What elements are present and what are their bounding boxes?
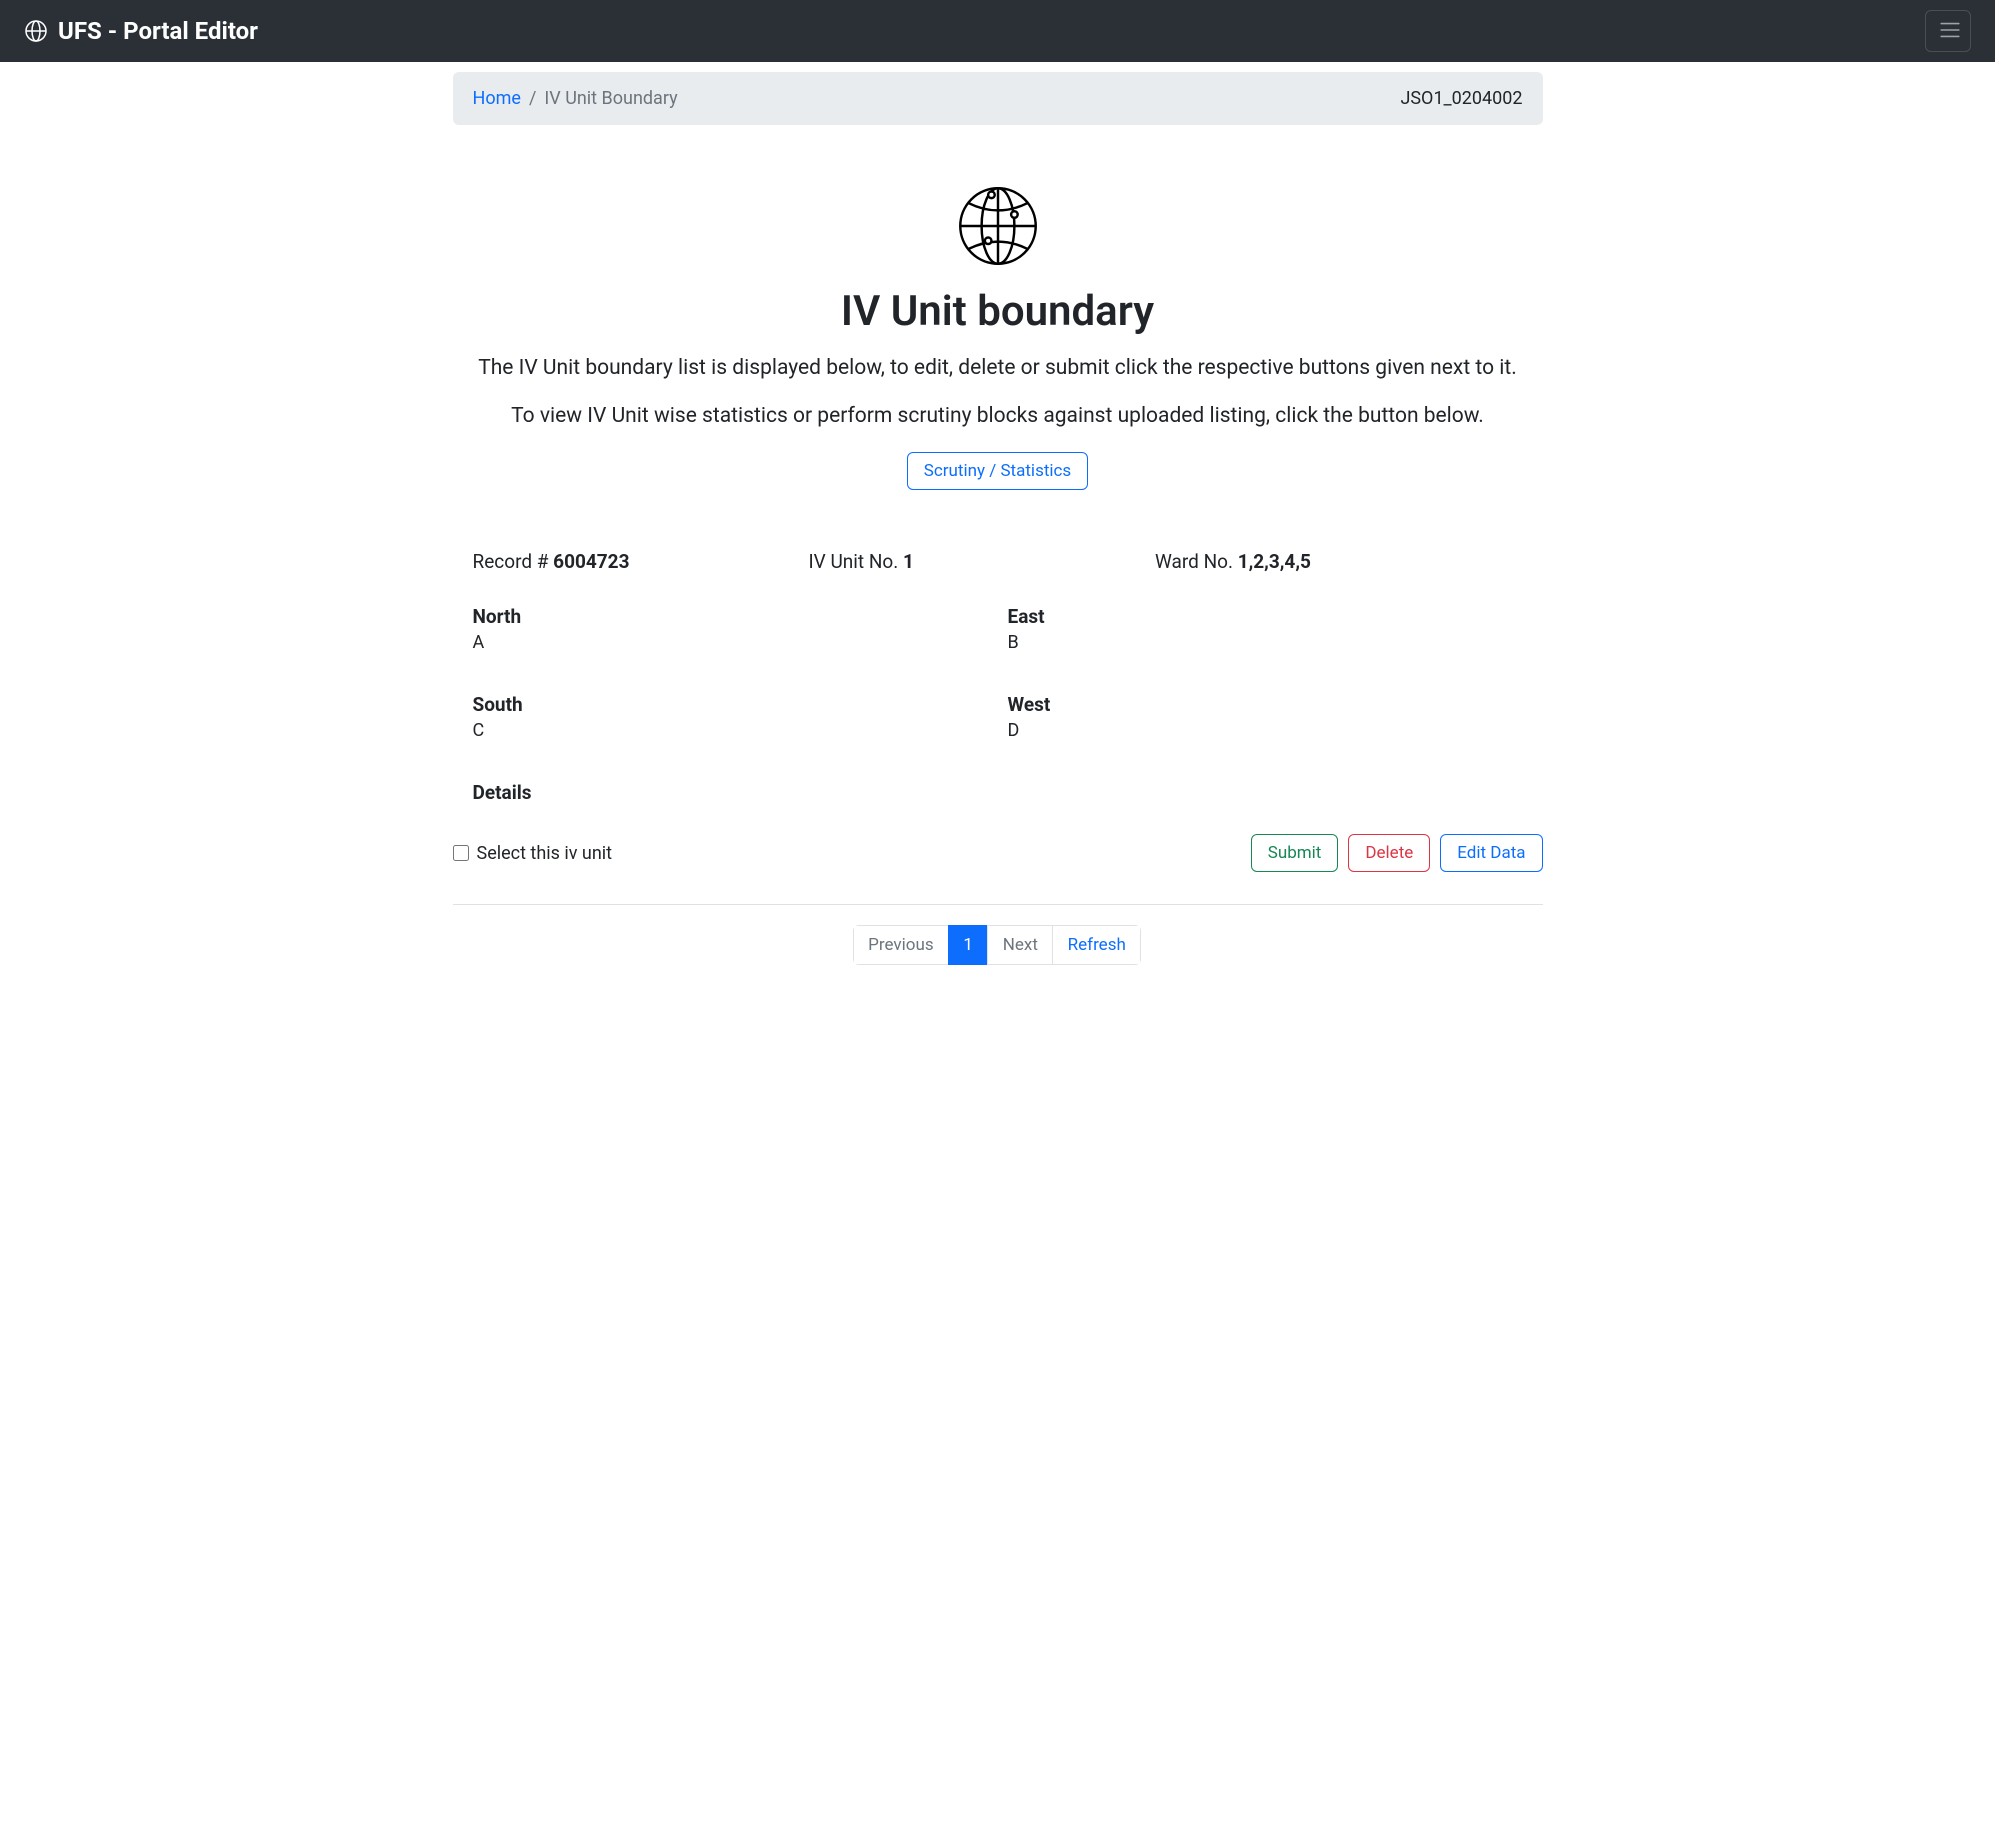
record-header-row: Record # 6004723 IV Unit No. 1 Ward No. … [473, 550, 1523, 573]
iv-unit-number: IV Unit No. 1 [809, 550, 1156, 573]
ward-value: 1,2,3,4,5 [1238, 550, 1311, 573]
scrutiny-statistics-button[interactable]: Scrutiny / Statistics [907, 452, 1088, 490]
boundary-west: West D [1008, 693, 1523, 741]
boundary-north: North A [473, 605, 988, 653]
ward-label: Ward No. [1155, 550, 1238, 573]
east-label: East [1008, 605, 1523, 628]
breadcrumb-code: JSO1_0204002 [1400, 88, 1522, 109]
south-label: South [473, 693, 988, 716]
boundary-grid: North A East B South C West D [473, 605, 1523, 741]
west-label: West [1008, 693, 1523, 716]
record-section: Record # 6004723 IV Unit No. 1 Ward No. … [453, 550, 1543, 892]
boundary-east: East B [1008, 605, 1523, 653]
navbar-brand[interactable]: UFS - Portal Editor [24, 17, 258, 45]
previous-link: Previous [854, 926, 948, 964]
page-1-link[interactable]: 1 [949, 926, 987, 964]
navbar: UFS - Portal Editor [0, 0, 1995, 62]
pagination-refresh[interactable]: Refresh [1052, 925, 1141, 965]
select-iv-unit-checkbox[interactable] [453, 845, 469, 861]
pagination: Previous 1 Next Refresh [453, 925, 1543, 965]
pagination-next: Next [987, 925, 1053, 965]
hero-description-2: To view IV Unit wise statistics or perfo… [0, 404, 1995, 428]
hamburger-icon [1938, 18, 1958, 38]
breadcrumb-bar: Home / IV Unit Boundary JSO1_0204002 [453, 72, 1543, 125]
iv-unit-label: IV Unit No. [809, 550, 903, 573]
select-iv-unit-label[interactable]: Select this iv unit [453, 843, 613, 864]
breadcrumb-separator: / [529, 88, 536, 109]
north-label: North [473, 605, 988, 628]
breadcrumb-home-link[interactable]: Home [473, 88, 521, 109]
south-value: C [473, 720, 988, 741]
action-buttons: Submit Delete Edit Data [1251, 834, 1543, 872]
breadcrumb: Home / IV Unit Boundary [473, 88, 678, 109]
record-number: Record # 6004723 [473, 550, 809, 573]
hero-description-1: The IV Unit boundary list is displayed b… [0, 356, 1995, 380]
actions-row: Select this iv unit Submit Delete Edit D… [453, 834, 1543, 892]
east-value: B [1008, 632, 1523, 653]
navbar-toggle-button[interactable] [1925, 10, 1971, 52]
delete-button[interactable]: Delete [1348, 834, 1430, 872]
brand-text: UFS - Portal Editor [58, 17, 258, 45]
page-title: IV Unit boundary [0, 287, 1995, 336]
breadcrumb-current: IV Unit Boundary [544, 88, 677, 109]
select-iv-unit-text: Select this iv unit [477, 843, 613, 864]
divider [453, 904, 1543, 905]
boundary-south: South C [473, 693, 988, 741]
edit-data-button[interactable]: Edit Data [1440, 834, 1542, 872]
record-number-value: 6004723 [553, 550, 629, 573]
hero-section: IV Unit boundary The IV Unit boundary li… [0, 185, 1995, 490]
ward-number: Ward No. 1,2,3,4,5 [1155, 550, 1523, 573]
iv-unit-value: 1 [903, 550, 914, 573]
record-number-label: Record # [473, 550, 554, 573]
pagination-previous: Previous [853, 925, 949, 965]
north-value: A [473, 632, 988, 653]
west-value: D [1008, 720, 1523, 741]
submit-button[interactable]: Submit [1251, 834, 1339, 872]
globe-icon [24, 19, 48, 43]
next-link: Next [988, 926, 1052, 964]
pagination-page-1[interactable]: 1 [948, 925, 988, 965]
refresh-link[interactable]: Refresh [1053, 926, 1140, 964]
details-label: Details [473, 781, 1523, 804]
globe-network-icon [957, 185, 1039, 267]
